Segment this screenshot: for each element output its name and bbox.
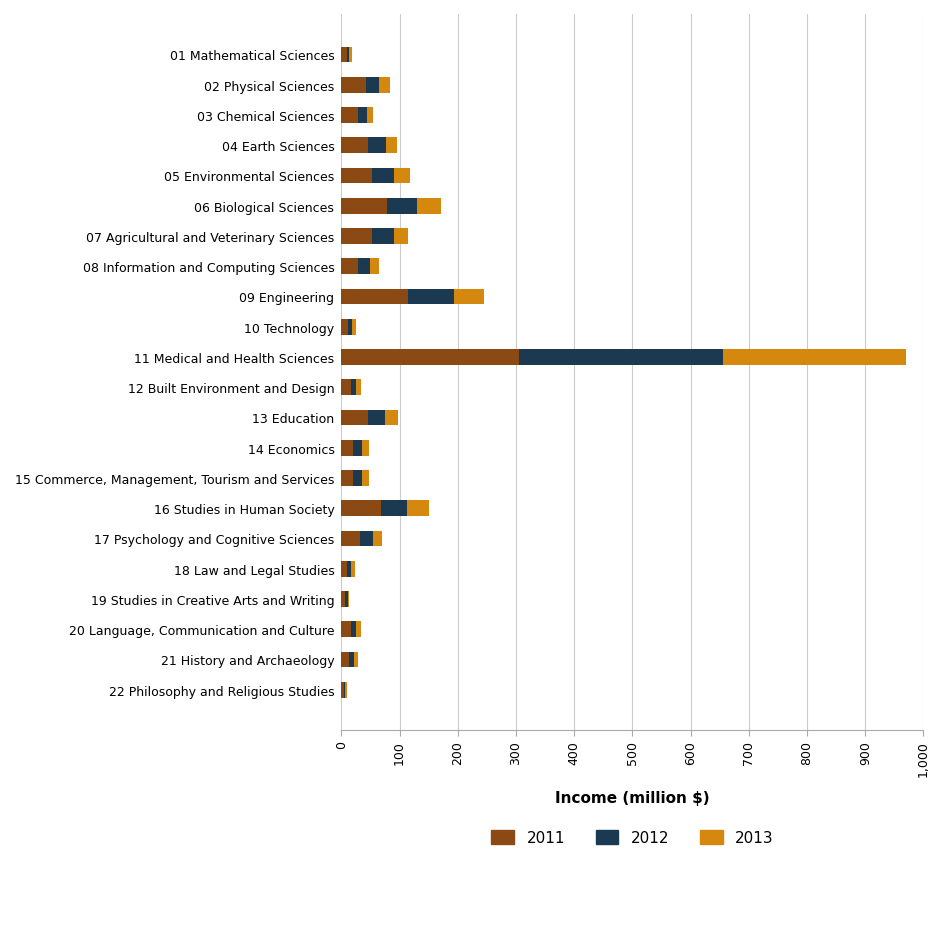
Bar xyxy=(344,683,345,698)
Bar xyxy=(379,77,390,93)
Bar xyxy=(341,138,367,154)
Bar xyxy=(341,319,348,335)
Bar xyxy=(356,379,361,396)
Bar xyxy=(357,108,366,124)
Bar xyxy=(353,470,362,486)
Bar xyxy=(384,410,397,426)
Bar xyxy=(341,259,357,275)
Bar xyxy=(371,168,394,184)
Bar xyxy=(341,622,350,637)
Bar xyxy=(371,228,394,244)
Bar xyxy=(341,289,408,305)
Bar xyxy=(341,591,345,607)
Bar xyxy=(357,259,370,275)
Bar xyxy=(341,531,360,547)
Bar xyxy=(341,108,357,124)
Bar xyxy=(346,561,351,577)
Bar xyxy=(341,47,346,63)
Bar xyxy=(345,683,346,698)
Bar xyxy=(350,622,356,637)
Bar xyxy=(350,379,356,396)
Bar xyxy=(341,198,386,214)
Bar xyxy=(341,168,371,184)
X-axis label: Income (million $): Income (million $) xyxy=(554,790,709,805)
Bar xyxy=(341,349,518,365)
Bar xyxy=(341,652,349,667)
Bar xyxy=(372,531,381,547)
Bar xyxy=(394,168,410,184)
Bar xyxy=(386,198,416,214)
Bar xyxy=(341,561,346,577)
Bar xyxy=(367,410,384,426)
Bar xyxy=(341,410,367,426)
Bar xyxy=(518,349,722,365)
Bar xyxy=(366,108,372,124)
Bar xyxy=(341,440,353,456)
Bar xyxy=(346,47,349,63)
Bar xyxy=(408,289,453,305)
Bar xyxy=(354,652,358,667)
Bar xyxy=(341,683,344,698)
Bar xyxy=(349,47,351,63)
Bar xyxy=(356,622,361,637)
Bar xyxy=(453,289,483,305)
Bar xyxy=(341,500,380,516)
Bar xyxy=(416,198,441,214)
Bar xyxy=(362,470,369,486)
Bar xyxy=(341,379,350,396)
Bar xyxy=(347,591,349,607)
Bar xyxy=(351,561,354,577)
Bar xyxy=(370,259,379,275)
Bar xyxy=(341,228,371,244)
Bar xyxy=(345,591,347,607)
Bar xyxy=(722,349,905,365)
Bar xyxy=(365,77,379,93)
Bar xyxy=(349,652,354,667)
Bar xyxy=(362,440,369,456)
Bar xyxy=(341,77,365,93)
Bar xyxy=(360,531,372,547)
Bar xyxy=(386,138,396,154)
Bar xyxy=(380,500,407,516)
Bar xyxy=(407,500,429,516)
Bar xyxy=(348,319,352,335)
Bar xyxy=(352,319,356,335)
Bar xyxy=(394,228,407,244)
Bar xyxy=(367,138,386,154)
Bar xyxy=(341,470,353,486)
Legend: 2011, 2012, 2013: 2011, 2012, 2013 xyxy=(484,824,779,851)
Bar xyxy=(353,440,362,456)
